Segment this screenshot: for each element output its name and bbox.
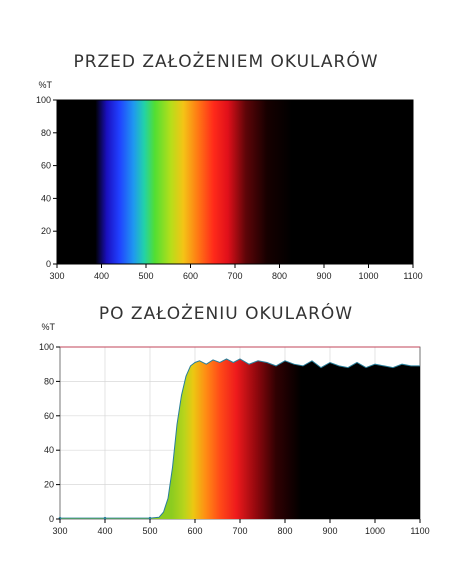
x-tick-label: 900 bbox=[322, 526, 337, 536]
y-axis-label: %T bbox=[39, 80, 53, 90]
x-tick-label: 600 bbox=[183, 271, 198, 281]
x-tick-label: 500 bbox=[142, 526, 157, 536]
x-tick-label: 800 bbox=[272, 271, 287, 281]
y-tick-label: 0 bbox=[49, 514, 54, 524]
x-tick-label: 300 bbox=[52, 526, 67, 536]
x-tick-label: 500 bbox=[138, 271, 153, 281]
x-tick-label: 1100 bbox=[410, 526, 429, 536]
transmission-area bbox=[60, 359, 420, 519]
x-tick-label: 1000 bbox=[365, 526, 385, 536]
chart-after: %T 0 20 40 60 80 100 300 400 500 600 700 800 900 1000 1… bbox=[39, 322, 430, 536]
chart-title-before: PRZED ZAŁOŻENIEM OKULARÓW bbox=[73, 52, 379, 72]
spectrum-band bbox=[57, 100, 413, 264]
x-tick-label: 400 bbox=[97, 526, 112, 536]
x-tick-label: 300 bbox=[49, 271, 64, 281]
x-tick-label: 800 bbox=[277, 526, 292, 536]
data-point bbox=[103, 516, 107, 520]
y-tick-label: 60 bbox=[44, 411, 54, 421]
y-tick-label: 80 bbox=[41, 128, 51, 138]
x-tick-label: 1100 bbox=[403, 271, 422, 281]
y-tick-label: 80 bbox=[44, 376, 54, 386]
y-tick-label: 100 bbox=[39, 342, 54, 352]
y-tick-label: 20 bbox=[41, 226, 51, 236]
transmission-curve bbox=[60, 358, 420, 519]
y-tick-label: 40 bbox=[44, 445, 54, 455]
y-axis-label: %T bbox=[42, 322, 56, 332]
x-tick-label: 400 bbox=[94, 271, 109, 281]
chart-before: %T 0 20 40 60 80 100 300 400 500 600 700 800 900 1000 1… bbox=[36, 80, 423, 281]
y-tick-label: 60 bbox=[41, 161, 51, 171]
y-tick-label: 40 bbox=[41, 193, 51, 203]
y-tick-label: 100 bbox=[36, 95, 51, 105]
x-tick-label: 600 bbox=[187, 526, 202, 536]
chart-title-after: PO ZAŁOŻENIU OKULARÓW bbox=[98, 304, 354, 324]
y-tick-label: 0 bbox=[46, 259, 51, 269]
y-tick-label: 20 bbox=[44, 480, 54, 490]
x-tick-label: 700 bbox=[227, 271, 242, 281]
x-tick-label: 900 bbox=[316, 271, 331, 281]
x-tick-label: 700 bbox=[232, 526, 247, 536]
x-tick-label: 1000 bbox=[358, 271, 378, 281]
data-point bbox=[148, 516, 152, 520]
